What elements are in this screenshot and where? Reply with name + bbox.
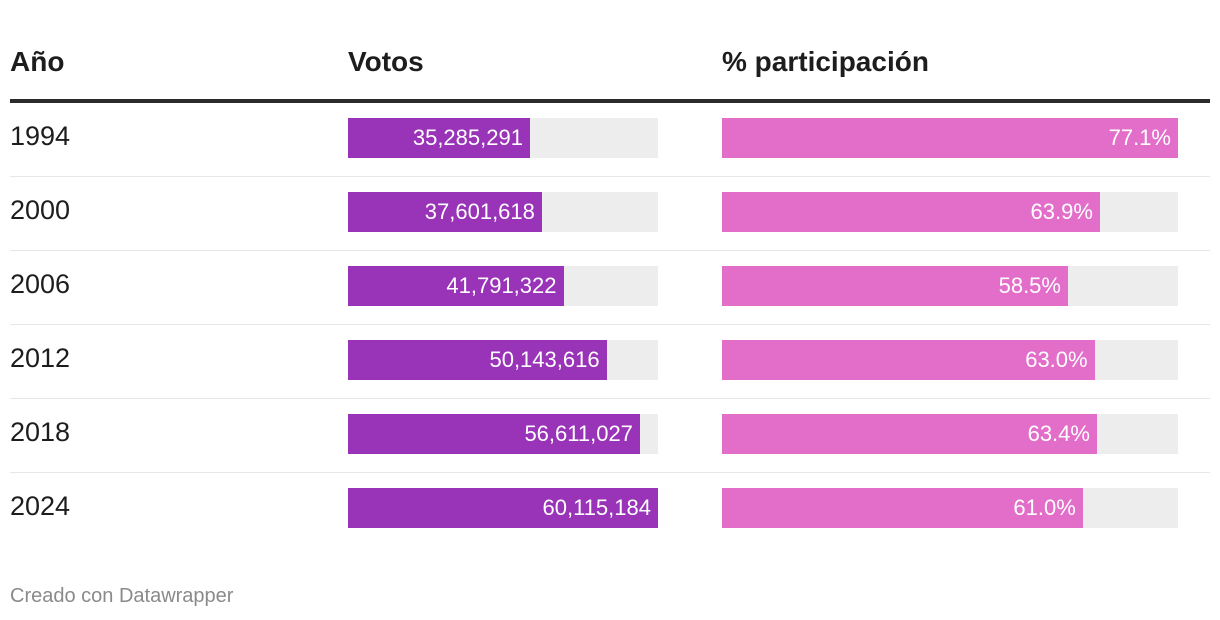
participation-bar: 77.1%	[722, 118, 1178, 158]
votes-bar: 60,115,184	[348, 488, 658, 528]
participation-bar-track: 63.4%	[722, 414, 1178, 454]
row-year: 2012	[10, 343, 71, 373]
votes-value-label: 56,611,027	[524, 421, 633, 446]
participation-value-label: 61.0%	[1013, 495, 1076, 520]
table-header: Año Votos % participación	[10, 0, 1210, 103]
votes-value-label: 35,285,291	[412, 125, 523, 150]
table-row: 1994 35,285,291 77.1%	[10, 103, 1210, 177]
votes-value-label: 37,601,618	[424, 199, 535, 224]
votes-bar: 35,285,291	[348, 118, 530, 158]
votes-bar-track: 60,115,184	[348, 488, 658, 528]
table-row: 2018 56,611,027 63.4%	[10, 399, 1210, 473]
votes-bar: 56,611,027	[348, 414, 640, 454]
row-year: 2006	[10, 269, 71, 299]
votes-bar-track: 37,601,618	[348, 192, 658, 232]
row-year: 2018	[10, 417, 71, 447]
votes-value-label: 60,115,184	[542, 495, 651, 520]
participation-value-label: 63.9%	[1030, 199, 1093, 224]
row-year: 1994	[10, 121, 71, 151]
table-row: 2024 60,115,184 61.0%	[10, 473, 1210, 547]
participation-bar: 61.0%	[722, 488, 1083, 528]
votes-value-label: 50,143,616	[489, 347, 600, 372]
table-row: 2000 37,601,618 63.9%	[10, 177, 1210, 251]
participation-value-label: 77.1%	[1108, 125, 1171, 150]
table-body: 1994 35,285,291 77.1% 2000 37,601,618 63.9% 20…	[10, 103, 1210, 547]
votes-bar: 37,601,618	[348, 192, 542, 232]
table-row: 2012 50,143,616 63.0%	[10, 325, 1210, 399]
participation-bar-track: 58.5%	[722, 266, 1178, 306]
participation-bar: 63.9%	[722, 192, 1100, 232]
votes-bar-track: 41,791,322	[348, 266, 658, 306]
header-year[interactable]: Año	[10, 46, 65, 77]
votes-bar-track: 56,611,027	[348, 414, 658, 454]
footer-credit[interactable]: Creado con Datawrapper	[10, 585, 234, 607]
header-participation[interactable]: % participación	[722, 46, 929, 77]
table-row: 2006 41,791,322 58.5%	[10, 251, 1210, 325]
votes-bar: 50,143,616	[348, 340, 607, 380]
participation-value-label: 58.5%	[998, 273, 1061, 298]
participation-bar: 63.4%	[722, 414, 1097, 454]
row-year: 2024	[10, 491, 71, 521]
votes-bar-track: 50,143,616	[348, 340, 658, 380]
participation-bar: 58.5%	[722, 266, 1068, 306]
header-votes[interactable]: Votos	[348, 46, 424, 77]
data-table: Año Votos % participación 1994 35,285,291…	[10, 0, 1210, 547]
participation-value-label: 63.0%	[1025, 347, 1088, 372]
votes-bar: 41,791,322	[348, 266, 564, 306]
participation-value-label: 63.4%	[1027, 421, 1090, 446]
votes-bar-track: 35,285,291	[348, 118, 658, 158]
participation-bar-track: 63.0%	[722, 340, 1178, 380]
participation-bar: 63.0%	[722, 340, 1095, 380]
votes-value-label: 41,791,322	[446, 273, 557, 298]
participation-bar-track: 63.9%	[722, 192, 1178, 232]
row-year: 2000	[10, 195, 71, 225]
participation-bar-track: 77.1%	[722, 118, 1178, 158]
participation-bar-track: 61.0%	[722, 488, 1178, 528]
